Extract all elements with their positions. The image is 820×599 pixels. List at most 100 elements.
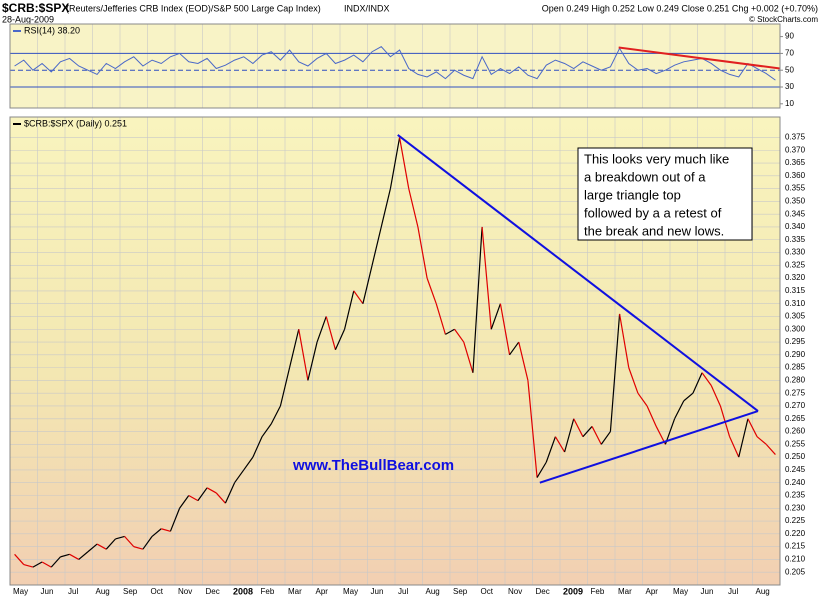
- x-tick-label: May: [13, 587, 28, 596]
- price-segment: [69, 553, 80, 560]
- credit: © StockCharts.com: [749, 15, 818, 24]
- price-segment: [78, 551, 89, 560]
- x-tick-label: Feb: [591, 587, 605, 596]
- y-tick-label: 0.280: [785, 376, 806, 385]
- price-segment: [527, 380, 538, 478]
- price-segment: [23, 563, 34, 568]
- price-segment: [353, 290, 364, 305]
- price-segment: [206, 487, 217, 494]
- note-line: a breakdown out of a: [584, 169, 706, 184]
- price-segment: [115, 535, 125, 540]
- price-segment: [628, 367, 639, 394]
- x-tick-label: May: [673, 587, 688, 596]
- x-tick-label: 2009: [563, 586, 583, 596]
- y-tick-label: 0.270: [785, 401, 806, 410]
- price-segment: [124, 536, 135, 548]
- note-line: large triangle top: [584, 187, 681, 202]
- x-tick-label: Aug: [756, 587, 770, 596]
- price-segment: [215, 492, 226, 504]
- price-segment: [161, 528, 171, 532]
- price-segment: [509, 341, 520, 356]
- y-tick-label: 0.250: [785, 452, 806, 461]
- y-tick-label: 30: [785, 82, 794, 91]
- trendline: [539, 410, 759, 484]
- price-segment: [142, 536, 153, 550]
- y-tick-label: 0.220: [785, 529, 806, 538]
- price-segment: [554, 436, 566, 453]
- price-segment: [692, 372, 703, 394]
- x-tick-label: Dec: [206, 587, 220, 596]
- price-segment: [472, 226, 483, 373]
- exchange: INDX/INDX: [344, 3, 390, 13]
- symbol: $CRB:$SPX: [2, 1, 69, 15]
- x-tick-label: Dec: [536, 587, 550, 596]
- price-segment: [435, 303, 446, 335]
- y-tick-label: 70: [785, 49, 794, 58]
- price-segment: [133, 546, 144, 550]
- note-line: This looks very much like: [584, 151, 729, 166]
- price-segment: [96, 543, 107, 550]
- y-tick-label: 0.310: [785, 299, 806, 308]
- price-segment: [591, 426, 602, 445]
- price-segment: [179, 495, 190, 509]
- trendline: [618, 46, 781, 70]
- price-segment: [32, 561, 43, 568]
- price-segment: [518, 341, 529, 381]
- y-tick-label: 0.315: [785, 286, 806, 295]
- price-segment: [325, 316, 336, 350]
- x-tick-label: Apr: [646, 587, 659, 596]
- y-tick-label: 0.320: [785, 273, 806, 282]
- price-segment: [426, 277, 437, 304]
- price-segment: [408, 188, 419, 228]
- price-segment: [637, 392, 648, 407]
- description: (Reuters/Jefferies CRB Index (EOD)/S&P 5…: [66, 3, 321, 13]
- y-tick-label: 0.205: [785, 567, 806, 576]
- y-tick-label: 0.230: [785, 503, 806, 512]
- y-tick-label: 0.215: [785, 542, 806, 551]
- y-tick-label: 0.285: [785, 363, 806, 372]
- price-segment: [188, 494, 199, 502]
- price-segment: [151, 528, 162, 537]
- x-tick-label: Oct: [481, 587, 494, 596]
- x-tick-label: 2008: [233, 586, 253, 596]
- price-segment: [600, 431, 611, 445]
- price-segment: [747, 418, 758, 437]
- y-tick-label: 0.225: [785, 516, 806, 525]
- x-tick-label: Jun: [41, 587, 54, 596]
- price-frame: [9, 116, 781, 586]
- y-tick-label: 0.335: [785, 235, 806, 244]
- price-segment: [298, 329, 309, 381]
- price-segment: [609, 313, 621, 432]
- price-segment: [380, 188, 392, 228]
- x-tick-label: Nov: [508, 587, 522, 596]
- price-segment: [454, 328, 465, 343]
- price-segment: [343, 290, 355, 330]
- x-tick-label: Jun: [701, 587, 714, 596]
- legend-label: RSI(14) 38.20: [24, 25, 80, 35]
- y-tick-label: 0.260: [785, 427, 806, 436]
- x-tick-label: Sep: [453, 587, 468, 596]
- price-segment: [536, 461, 547, 478]
- price-segment: [105, 538, 116, 550]
- legend-label: $CRB:$SPX (Daily) 0.251: [24, 118, 127, 128]
- price-segment: [573, 418, 584, 437]
- y-tick-label: 0.275: [785, 388, 806, 397]
- price-segment: [490, 303, 501, 330]
- price-segment: [362, 265, 373, 304]
- price-segment: [445, 328, 455, 335]
- y-tick-label: 0.245: [785, 465, 806, 474]
- price-segment: [50, 556, 61, 568]
- y-tick-label: 0.240: [785, 478, 806, 487]
- price-segment: [674, 400, 685, 420]
- y-tick-label: 0.305: [785, 312, 806, 321]
- price-segment: [252, 436, 263, 458]
- price-segment: [646, 405, 657, 427]
- price-segment: [279, 367, 291, 407]
- y-tick-label: 10: [785, 99, 794, 108]
- x-tick-label: Jul: [728, 587, 738, 596]
- price-segment: [417, 226, 428, 279]
- price-segment: [261, 423, 272, 438]
- x-tick-label: Jun: [371, 587, 384, 596]
- note-box: [577, 147, 753, 241]
